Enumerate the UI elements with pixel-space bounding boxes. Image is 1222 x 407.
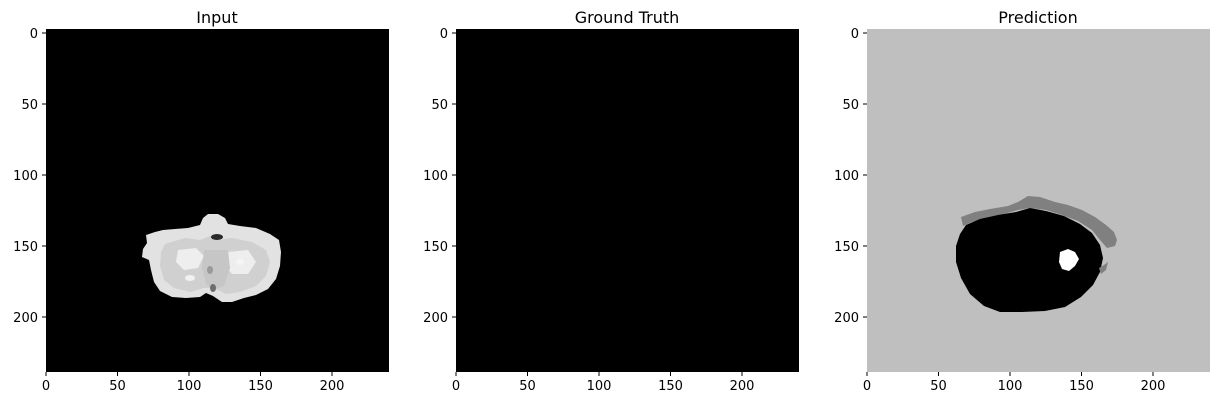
x-tick-label: 0 bbox=[452, 379, 460, 394]
y-tick-label: 0 bbox=[30, 27, 38, 42]
y-tick-label: 200 bbox=[13, 311, 38, 326]
axis-prediction: 0 50 100 150 200 0 50 100 150 200 bbox=[834, 27, 1165, 394]
y-tick-label: 0 bbox=[440, 27, 448, 42]
x-tick-label: 100 bbox=[587, 379, 612, 394]
panel-input: Input 0 50 100 150 200 bbox=[13, 8, 389, 394]
x-tick-label: 50 bbox=[109, 379, 126, 394]
x-tick-label: 200 bbox=[1141, 379, 1166, 394]
y-tick-label: 100 bbox=[13, 169, 38, 184]
prediction-region-black-blob bbox=[956, 208, 1103, 312]
prediction-region-gray-fleck bbox=[1099, 262, 1108, 274]
x-tick-label: 100 bbox=[998, 379, 1023, 394]
x-tick-label: 150 bbox=[1069, 379, 1094, 394]
image-ground-truth bbox=[456, 29, 799, 372]
x-tick-label: 0 bbox=[863, 379, 871, 394]
x-tick-label: 200 bbox=[320, 379, 345, 394]
y-tick-label: 100 bbox=[834, 169, 859, 184]
prediction-region-gray-arc bbox=[961, 196, 1117, 248]
panel-title-ground-truth: Ground Truth bbox=[575, 8, 680, 27]
y-tick-label: 0 bbox=[851, 27, 859, 42]
x-tick-label: 50 bbox=[519, 379, 536, 394]
x-tick-label: 150 bbox=[248, 379, 273, 394]
panel-ground-truth: Ground Truth 0 50 100 150 200 0 50 100 1… bbox=[423, 8, 799, 394]
y-tick-label: 50 bbox=[431, 98, 448, 113]
y-tick-label: 150 bbox=[13, 240, 38, 255]
x-tick-label: 50 bbox=[930, 379, 947, 394]
x-tick-label: 100 bbox=[177, 379, 202, 394]
y-tick-label: 100 bbox=[423, 169, 448, 184]
y-tick-label: 150 bbox=[834, 240, 859, 255]
axis-input: 0 50 100 150 200 0 50 100 150 200 bbox=[13, 27, 344, 394]
y-tick-label: 200 bbox=[834, 311, 859, 326]
y-tick-label: 200 bbox=[423, 311, 448, 326]
y-tick-label: 150 bbox=[423, 240, 448, 255]
y-tick-label: 50 bbox=[21, 98, 38, 113]
x-tick-label: 150 bbox=[658, 379, 683, 394]
y-tick-label: 50 bbox=[842, 98, 859, 113]
panel-prediction: Prediction 0 50 100 150 200 0 50 100 150 bbox=[834, 8, 1210, 394]
axis-ground-truth: 0 50 100 150 200 0 50 100 150 200 bbox=[423, 27, 754, 394]
panel-title-input: Input bbox=[196, 8, 237, 27]
x-tick-label: 200 bbox=[730, 379, 755, 394]
x-tick-label: 0 bbox=[42, 379, 50, 394]
image-input bbox=[46, 29, 389, 372]
brain-slice bbox=[142, 214, 281, 302]
panel-title-prediction: Prediction bbox=[998, 8, 1077, 27]
prediction-region-white-spot bbox=[1059, 249, 1079, 271]
